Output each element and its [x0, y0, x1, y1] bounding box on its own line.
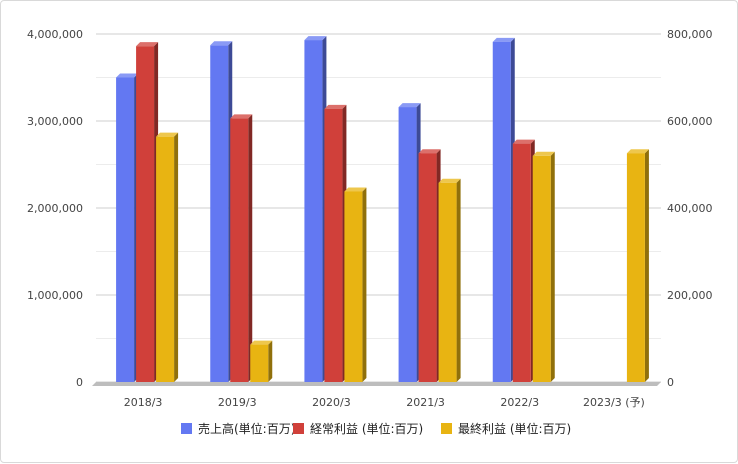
legend-label: 売上高(単位:百万) — [198, 421, 295, 436]
legend-item[interactable]: 最終利益 (単位:百万) — [441, 421, 571, 436]
bar — [304, 36, 327, 383]
bar-side — [362, 187, 367, 382]
bar-top — [210, 41, 233, 46]
bar — [344, 187, 367, 382]
bar-top — [136, 42, 159, 47]
bar-front — [116, 77, 135, 382]
bar — [512, 139, 535, 382]
legend-item[interactable]: 経常利益 (単位:百万) — [293, 421, 423, 436]
bar-top — [512, 139, 535, 144]
left-tick-label: 2,000,000 — [27, 202, 83, 215]
bar — [156, 132, 179, 382]
x-tick-label: 2021/3 — [406, 396, 445, 409]
bar-front — [398, 107, 417, 382]
gridlines — [96, 33, 661, 383]
bar-side — [644, 149, 649, 382]
bar — [250, 340, 273, 382]
bar — [398, 103, 421, 382]
bar-front — [492, 41, 511, 383]
bar-front — [250, 344, 269, 382]
bar-side — [550, 151, 555, 382]
bar-front — [304, 40, 323, 383]
bar — [136, 42, 159, 383]
left-tick-label: 4,000,000 — [27, 28, 83, 41]
bar-top — [156, 132, 179, 137]
bar-front — [418, 153, 437, 382]
x-tick-label: 2020/3 — [312, 396, 351, 409]
bar-side — [456, 178, 461, 382]
chart-floor — [92, 382, 661, 386]
right-tick-label: 400,000 — [667, 202, 713, 215]
bar-front — [324, 108, 343, 382]
bar-front — [626, 153, 645, 382]
legend-swatch — [441, 423, 452, 434]
bar-front — [136, 46, 155, 383]
right-tick-label: 0 — [667, 376, 674, 389]
bar — [230, 114, 253, 382]
bar-top — [230, 114, 253, 119]
legend: 売上高(単位:百万) 経常利益 (単位:百万) 最終利益 (単位:百万) — [181, 421, 571, 436]
bar-top — [304, 36, 327, 41]
bar-front — [512, 143, 531, 382]
bar-front — [344, 191, 363, 382]
bar-top — [438, 178, 461, 183]
bar-top — [250, 340, 273, 345]
x-axis-ticks: 2018/3 2019/3 2020/3 2021/3 2022/3 2023/3 (予) — [124, 396, 645, 409]
legend-label: 経常利益 (単位:百万) — [310, 421, 423, 436]
bar — [210, 41, 233, 383]
right-tick-label: 800,000 — [667, 28, 713, 41]
left-axis-ticks: 0 1,000,000 2,000,000 3,000,000 4,000,000 — [27, 28, 83, 389]
bar-front — [438, 182, 457, 382]
x-tick-label: 2022/3 — [500, 396, 539, 409]
x-tick-label: 2023/3 (予) — [583, 396, 645, 409]
bar — [626, 149, 649, 382]
x-tick-label: 2018/3 — [124, 396, 163, 409]
bar-side — [248, 114, 253, 382]
bar-front — [156, 136, 175, 382]
left-tick-label: 0 — [76, 376, 83, 389]
right-tick-label: 200,000 — [667, 289, 713, 302]
bar-top — [398, 103, 421, 108]
bar-top — [116, 73, 139, 78]
bar-top — [344, 187, 367, 192]
bar-top — [324, 104, 347, 109]
bar — [324, 104, 347, 382]
x-tick-label: 2019/3 — [218, 396, 257, 409]
legend-item[interactable]: 売上高(単位:百万) — [181, 421, 295, 436]
bar-top — [492, 37, 515, 42]
bar-front — [532, 155, 551, 382]
bar-top — [418, 149, 441, 154]
bars — [116, 36, 649, 383]
legend-swatch — [293, 423, 304, 434]
bar — [492, 37, 515, 383]
right-tick-label: 600,000 — [667, 115, 713, 128]
bar-front — [210, 45, 229, 383]
left-tick-label: 3,000,000 — [27, 115, 83, 128]
bar — [116, 73, 139, 382]
left-tick-label: 1,000,000 — [27, 289, 83, 302]
right-axis-ticks: 0 200,000 400,000 600,000 800,000 — [667, 28, 713, 389]
bar — [418, 149, 441, 382]
legend-swatch — [181, 423, 192, 434]
bar-top — [532, 151, 555, 156]
bar — [532, 151, 555, 382]
bar — [438, 178, 461, 382]
floor-plane — [92, 382, 661, 386]
bar-side — [268, 340, 273, 382]
bar-side — [174, 132, 179, 382]
legend-label: 最終利益 (単位:百万) — [458, 421, 571, 436]
bar-front — [230, 118, 249, 382]
bar-top — [626, 149, 649, 154]
